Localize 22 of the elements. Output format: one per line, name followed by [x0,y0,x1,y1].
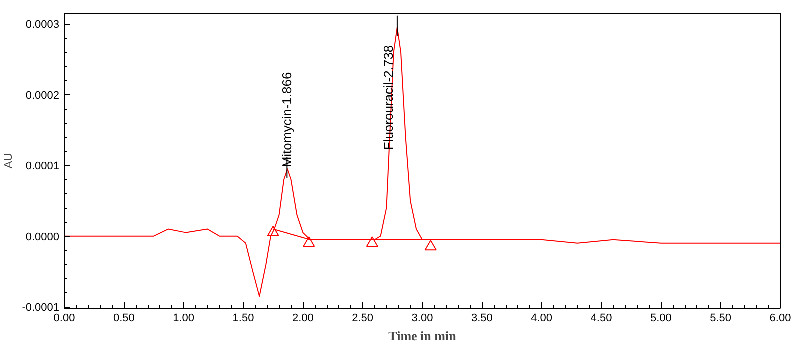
x-tick-label: 4.00 [531,312,553,324]
x-tick-label: 3.50 [471,312,493,324]
annotation: Fluorouracil-2.738 [380,45,396,150]
x-tick-label: 0.00 [54,312,76,324]
x-tick-label: 4.50 [590,312,612,324]
x-tick-label: 0.50 [113,312,135,324]
x-tick-label: 3.00 [412,312,434,324]
x-tick-label: 1.00 [173,312,195,324]
y-tick-label: 0.0000 [26,231,60,244]
x-tick-label: 2.50 [352,312,374,324]
y-tick-label: 0.0002 [26,90,60,102]
y-axis-title: AU [3,153,16,169]
y-tick-label: -0.0001 [22,302,60,314]
x-tick-label: 1.50 [232,312,254,324]
x-tick-label: 2.00 [292,312,314,324]
x-tick-label: 5.50 [710,312,732,324]
x-tick-label: 5.00 [650,312,672,324]
x-axis-title: Time in min [388,328,458,344]
y-tick-label: 0.0001 [26,160,60,173]
x-tick-label: 6.00 [770,312,792,324]
y-tick-label: 0.0003 [26,19,60,32]
annotation: Mitomycin-1.866 [280,72,295,168]
